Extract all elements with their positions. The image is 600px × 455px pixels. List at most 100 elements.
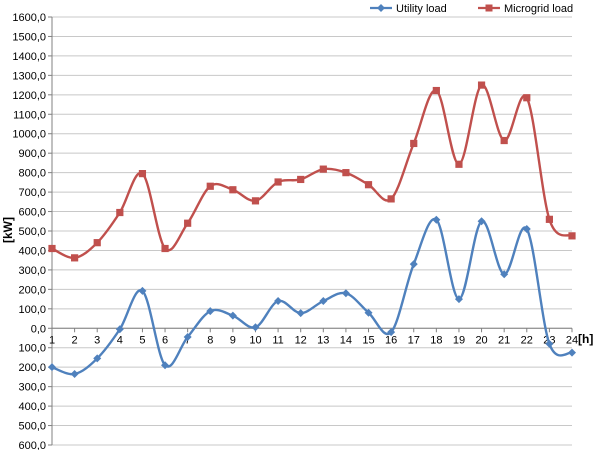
y-tick-label: 200,0 (18, 284, 46, 296)
data-point (71, 254, 79, 262)
y-tick-label: 1200,0 (12, 90, 46, 102)
x-tick-label: 3 (94, 334, 100, 346)
legend-marker (377, 4, 385, 12)
data-point (342, 169, 350, 177)
x-tick-label: 21 (498, 334, 510, 346)
y-tick-label: 500,0 (18, 421, 46, 433)
data-point (432, 86, 440, 95)
data-point (364, 308, 373, 317)
data-point (500, 270, 509, 279)
x-tick-label: 19 (453, 334, 465, 346)
y-tick-label: 600,0 (18, 207, 46, 219)
series-layer (48, 81, 576, 378)
x-tick-label: 18 (430, 334, 442, 346)
data-point (184, 219, 192, 227)
data-point (296, 309, 305, 318)
data-point (319, 297, 328, 306)
data-point (341, 289, 350, 298)
data-point (477, 217, 486, 226)
y-tick-label: 700,0 (18, 187, 46, 199)
data-point (251, 323, 260, 332)
data-point (477, 81, 486, 89)
x-tick-label: 16 (385, 334, 397, 346)
data-point (93, 354, 102, 363)
legend-marker (485, 4, 493, 12)
y-tick-label: 1400,0 (12, 51, 46, 63)
y-tick-label: 500,0 (18, 226, 46, 238)
x-tick-label: 9 (230, 334, 236, 346)
data-point (93, 239, 101, 247)
y-tick-label: 1000,0 (12, 129, 46, 141)
y-tick-label: 400,0 (18, 245, 46, 257)
x-axis (51, 17, 572, 445)
data-point (410, 139, 418, 148)
x-tick-label: 17 (408, 334, 420, 346)
data-point (48, 363, 56, 372)
x-tick-label: 5 (139, 334, 145, 346)
x-tick-label: 22 (521, 334, 533, 346)
x-tick-label: 11 (272, 334, 283, 346)
data-point (161, 244, 169, 253)
data-point (387, 195, 395, 203)
data-point (115, 325, 124, 334)
grid-lines (52, 16, 572, 446)
x-tick-label: 8 (207, 334, 213, 346)
y-tick-label: 100,0 (18, 304, 46, 316)
y-tick-label: 1300,0 (12, 70, 46, 82)
data-point (138, 286, 147, 295)
y-tick-label: 1600,0 (12, 12, 46, 24)
y-axis-ticks: 1600,0 1 500,0 1400,0 1300,0 1200,0 1100,0 1000… (12, 12, 52, 452)
data-point (48, 244, 56, 253)
y-tick-label: 0,0 (31, 323, 46, 335)
x-tick-label: 20 (475, 334, 487, 346)
legend-item-utility-load: Utility load (370, 3, 447, 15)
data-point (116, 208, 124, 217)
data-point (206, 182, 214, 190)
x-tick-label: 14 (340, 334, 352, 346)
data-point (229, 186, 237, 194)
x-tick-label: 4 (117, 334, 123, 346)
y-axis-label: [kW] (1, 217, 15, 243)
data-point (522, 225, 531, 234)
series-line-microgrid-load (51, 83, 573, 260)
data-point (500, 136, 508, 145)
x-tick-label: 24 (566, 334, 578, 346)
series-line-utility-load (51, 217, 573, 376)
data-point (206, 307, 215, 316)
data-point (138, 170, 147, 178)
data-point (183, 333, 192, 342)
data-point (568, 348, 576, 357)
series-utility-load (48, 215, 576, 378)
data-point (251, 197, 260, 205)
x-tick-label: 13 (317, 334, 329, 346)
y-tick-label: 300,0 (18, 265, 46, 277)
data-point (319, 165, 327, 173)
data-point (161, 361, 170, 370)
legend-item-microgrid-load: Microgrid load (478, 3, 573, 15)
data-point (70, 369, 79, 378)
data-point (387, 328, 396, 337)
data-point (364, 181, 373, 189)
y-tick-label: 1100,0 (13, 109, 46, 121)
y-tick-label: 200,0 (18, 362, 46, 374)
series-microgrid-load (48, 81, 576, 262)
x-tick-label: 1 (49, 334, 55, 346)
data-point (523, 94, 531, 102)
x-tick-label: 12 (295, 334, 307, 346)
y-tick-label: 900,0 (18, 148, 46, 160)
y-tick-label: 400,0 (18, 401, 46, 413)
y-tick-label: 600,0 (18, 440, 46, 450)
y-tick-label: 800,0 (18, 168, 46, 180)
legend-label: Microgrid load (504, 3, 573, 15)
data-point (545, 339, 554, 348)
data-point (297, 175, 305, 184)
y-tick-label: 100,0 (18, 343, 46, 355)
data-point (274, 297, 283, 306)
x-axis-ticks: 123456789101112131415161718192021222324 (49, 328, 578, 346)
data-point (454, 295, 463, 304)
x-tick-label: 2 (72, 334, 78, 346)
data-point (545, 215, 553, 223)
legend-label: Utility load (396, 3, 447, 15)
